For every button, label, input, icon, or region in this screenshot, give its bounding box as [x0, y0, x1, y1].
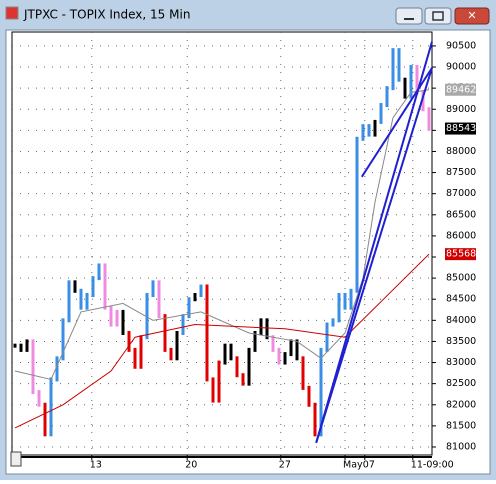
price-marker-label: 89462 [446, 84, 476, 95]
y-tick-label: 84000 [446, 315, 476, 326]
y-tick-label: 87000 [446, 188, 476, 199]
y-tick-label: 81000 [446, 441, 476, 452]
trend-line [315, 67, 433, 444]
y-tick-label: 90000 [446, 62, 476, 73]
price-marker [445, 122, 476, 135]
window-icon [5, 6, 19, 20]
y-tick-label: 86500 [446, 209, 476, 220]
x-tick-label: 20 [185, 460, 197, 471]
trend-line [360, 67, 433, 178]
price-marker [445, 248, 476, 261]
x-tick-label: 11-09:00 [411, 460, 454, 471]
y-tick-label: 85000 [446, 273, 476, 284]
y-tick-label: 89000 [446, 104, 476, 115]
y-tick-label: 82000 [446, 399, 476, 410]
price-marker-label: 88543 [446, 123, 476, 134]
close-button[interactable] [454, 7, 490, 25]
close-icon: ✕ [467, 9, 476, 22]
minimize-button[interactable] [395, 7, 423, 25]
x-tick-label: May [343, 460, 363, 471]
y-tick-label: 86000 [446, 230, 476, 241]
y-tick-label: 82500 [446, 378, 476, 389]
y-tick-label: 88000 [446, 146, 476, 157]
y-tick-label: 90500 [446, 40, 476, 51]
trend-line [315, 41, 433, 444]
y-tick-label: 83000 [446, 357, 476, 368]
y-tick-label: 81500 [446, 420, 476, 431]
maximize-icon [432, 11, 444, 21]
x-tick-label: 27 [279, 460, 291, 471]
window-title: JTPXC - TOPIX Index, 15 Min [23, 8, 190, 22]
x-tick-label: 07 [363, 460, 375, 471]
scroll-handle[interactable] [10, 451, 22, 467]
moving-average [14, 253, 430, 429]
y-tick-label: 84500 [446, 294, 476, 305]
moving-average [14, 89, 430, 381]
price-marker [445, 83, 476, 96]
y-tick-label: 87500 [446, 167, 476, 178]
plot-area [11, 31, 433, 456]
plot: 81000 81500 82000 82500 83000 83500 84000 84500… [12, 32, 476, 471]
y-tick-label: 83500 [446, 336, 476, 347]
price-marker-label: 85568 [446, 249, 476, 260]
x-tick-label: 13 [90, 460, 102, 471]
maximize-button[interactable] [424, 7, 452, 25]
